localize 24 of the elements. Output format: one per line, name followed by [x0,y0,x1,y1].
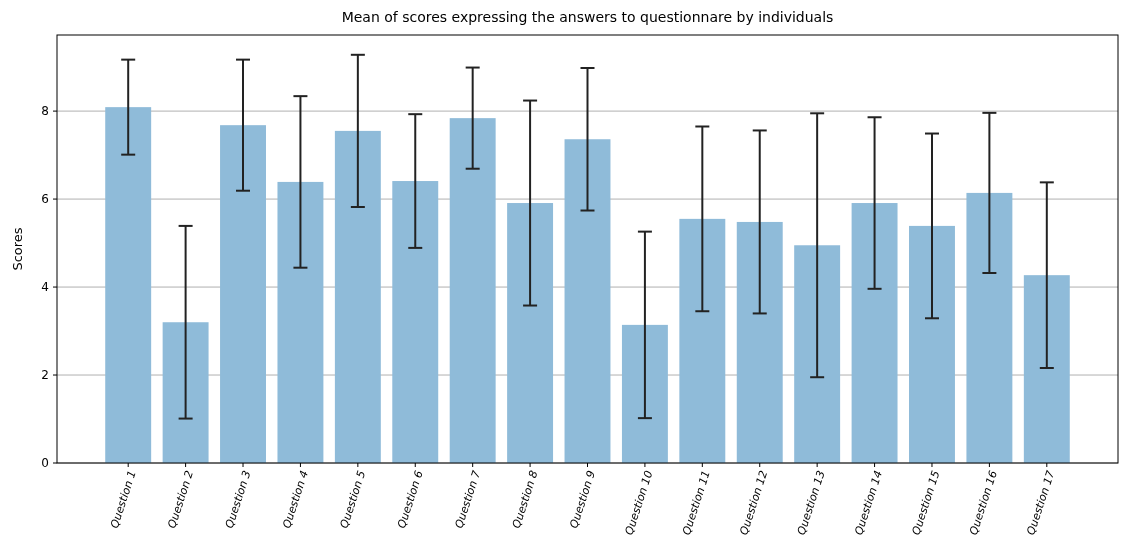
bar [162,322,209,463]
bar [966,192,1013,463]
y-tick-label: 2 [41,368,49,383]
bar [277,181,324,463]
bar [794,245,841,463]
bar [392,181,439,463]
y-tick-label: 0 [41,456,49,471]
bar [621,324,668,463]
bar [736,221,783,463]
bar [105,107,152,463]
bar [220,125,266,463]
bar [507,203,554,463]
y-tick-label: 4 [41,280,49,295]
chart-title: Mean of scores expressing the answers to questionnare by individuals [341,9,834,25]
bar [909,225,955,463]
bar [1023,275,1070,463]
y-tick-label: 8 [41,104,49,119]
y-axis-title: Scores [10,227,25,271]
bar [449,118,496,463]
bar [679,218,726,463]
bar [564,139,611,463]
y-tick-label: 6 [41,192,49,207]
bar [334,130,381,463]
bar [851,203,898,463]
